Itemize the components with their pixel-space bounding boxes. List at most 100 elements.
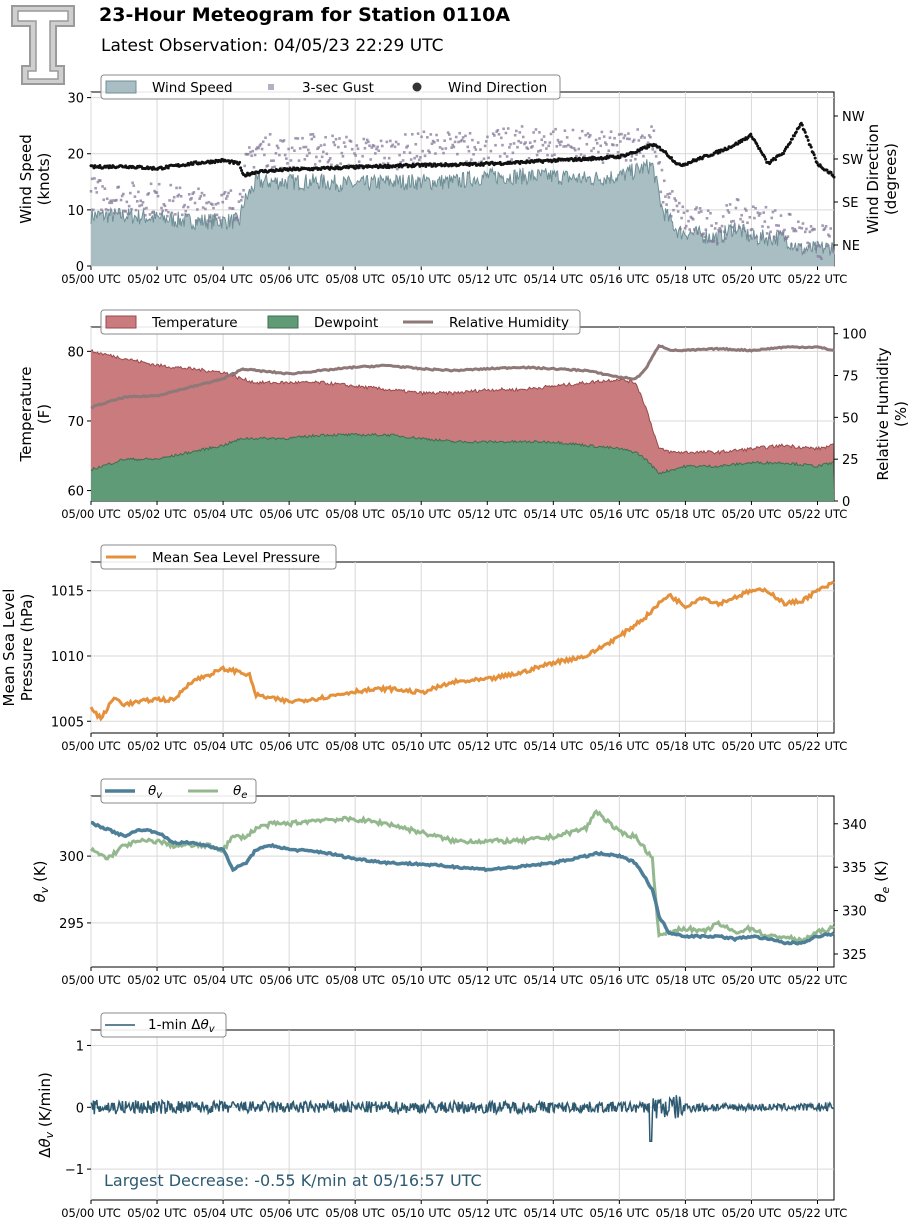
gust-point xyxy=(643,136,646,139)
gust-point xyxy=(803,230,807,234)
gust-point xyxy=(325,152,329,156)
gust-point xyxy=(124,210,127,213)
direction-point xyxy=(815,161,819,165)
gust-point xyxy=(374,152,377,155)
gust-point xyxy=(523,142,526,146)
x-tick-label: 05/04 UTC xyxy=(193,739,253,753)
gust-point xyxy=(393,145,397,149)
gust-point xyxy=(183,203,186,207)
legend-swatch xyxy=(267,315,299,329)
gust-point xyxy=(355,144,359,147)
gust-point xyxy=(338,137,341,140)
gust-point xyxy=(109,199,112,203)
gust-point xyxy=(115,198,118,202)
gust-point xyxy=(125,200,129,204)
legend-box xyxy=(100,1012,227,1038)
theta-e-axis-label: θe (K) xyxy=(872,860,892,902)
gust-point xyxy=(117,185,121,189)
gust-point xyxy=(502,127,505,131)
gust-point xyxy=(555,145,559,148)
gust-point xyxy=(806,241,809,245)
gust-point xyxy=(720,224,724,228)
gust-point xyxy=(92,208,95,212)
gust-point xyxy=(580,129,584,133)
gust-point xyxy=(326,160,330,164)
gust-point xyxy=(545,147,548,150)
gust-point xyxy=(662,179,666,183)
x-tick-label: 05/10 UTC xyxy=(391,973,451,987)
gust-point xyxy=(149,182,153,186)
x-tick-label: 05/00 UTC xyxy=(61,507,121,521)
gust-point xyxy=(816,255,820,258)
gust-point xyxy=(103,187,107,190)
gust-point xyxy=(411,132,414,136)
plot-frame xyxy=(90,795,835,968)
gust-point xyxy=(333,143,337,147)
gust-point xyxy=(207,200,211,204)
gust-point xyxy=(376,145,379,149)
x-tick-label: 05/16 UTC xyxy=(590,272,650,286)
gust-point xyxy=(404,133,407,136)
gust-point xyxy=(718,227,722,230)
gust-point xyxy=(754,206,757,210)
gust-point xyxy=(317,146,320,149)
gust-point xyxy=(732,219,735,223)
gust-point xyxy=(144,213,147,217)
gust-point xyxy=(315,155,318,159)
gust-point xyxy=(814,247,817,251)
x-tick-label: 05/00 UTC xyxy=(61,739,121,753)
y-tick-label: 70 xyxy=(67,415,84,430)
y-tick-label: 0 xyxy=(76,260,84,275)
gust-point xyxy=(520,125,524,128)
y2-tick-label: SW xyxy=(842,153,863,168)
x-tick-label: 05/22 UTC xyxy=(788,1206,848,1220)
gust-point xyxy=(553,153,556,156)
gust-point xyxy=(303,158,307,161)
gust-point xyxy=(798,226,801,229)
direction-point xyxy=(749,132,753,136)
direction-point xyxy=(618,156,622,160)
gust-point xyxy=(625,137,629,141)
gust-point xyxy=(454,135,458,139)
gust-point xyxy=(310,137,314,141)
gust-point xyxy=(562,145,566,148)
gust-point xyxy=(518,131,522,134)
gust-point xyxy=(546,153,549,157)
gust-point xyxy=(821,224,824,227)
direction-point xyxy=(781,152,785,156)
gust-point xyxy=(489,149,493,153)
legend-label: θv xyxy=(148,783,163,801)
gust-point xyxy=(550,154,554,157)
gust-point xyxy=(793,227,797,231)
gust-point xyxy=(274,152,278,155)
gust-point xyxy=(221,200,225,204)
gust-point xyxy=(498,155,502,158)
gust-point xyxy=(316,147,319,151)
gust-point xyxy=(631,140,635,143)
gust-point xyxy=(457,140,460,144)
gust-point xyxy=(486,135,489,139)
gust-point xyxy=(167,210,170,214)
gust-point xyxy=(590,149,593,153)
direction-point xyxy=(788,141,792,145)
gust-point xyxy=(301,136,304,140)
x-tick-label: 05/16 UTC xyxy=(590,973,650,987)
legend-box xyxy=(100,544,337,570)
gust-point xyxy=(758,212,762,215)
gust-point xyxy=(276,146,280,150)
gust-point xyxy=(679,227,682,231)
wind-panel: 05/00 UTC 05/02 UTC 05/04 UTC 05/06 UTC 05/0… xyxy=(17,74,900,286)
gust-point xyxy=(185,214,189,217)
x-tick-label: 05/04 UTC xyxy=(193,272,253,286)
gust-point xyxy=(691,217,695,221)
direction-point xyxy=(774,158,778,162)
gust-point xyxy=(368,144,371,148)
gust-point xyxy=(747,234,750,238)
x-tick-label: 05/02 UTC xyxy=(127,1206,187,1220)
gust-point xyxy=(430,142,434,146)
gust-point xyxy=(538,131,541,134)
gust-point xyxy=(122,192,125,196)
gust-point xyxy=(727,211,731,214)
y-tick-label: 30 xyxy=(67,92,84,107)
gust-point xyxy=(361,154,364,158)
